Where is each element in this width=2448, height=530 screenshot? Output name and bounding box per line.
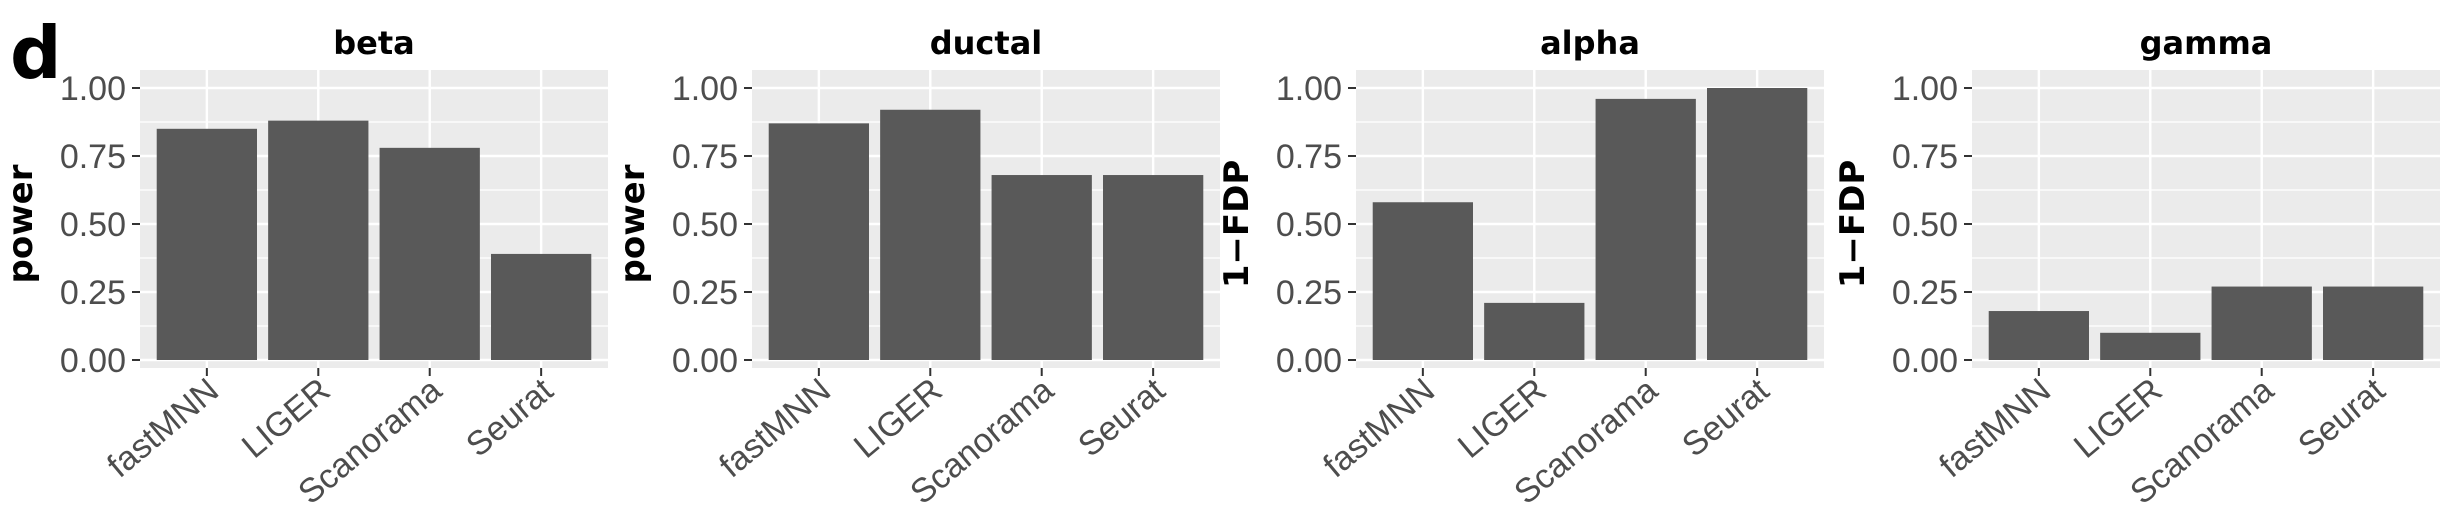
panel-letter: d bbox=[10, 11, 62, 95]
bar-Scanorama bbox=[1595, 98, 1696, 360]
bar-LIGER bbox=[880, 109, 981, 360]
y-tick-label: 1.00 bbox=[672, 70, 738, 108]
y-tick-label: 0.75 bbox=[1276, 138, 1342, 176]
y-axis-label: power bbox=[1, 164, 41, 283]
y-tick-label: 0.75 bbox=[1892, 138, 1958, 176]
x-tick-label: Seurat bbox=[1675, 371, 1777, 465]
y-tick-label: 0.00 bbox=[60, 342, 126, 380]
y-tick-label: 1.00 bbox=[1276, 70, 1342, 108]
bar-Seurat bbox=[491, 253, 592, 360]
bar-LIGER bbox=[2100, 332, 2201, 360]
x-tick-label: Seurat bbox=[459, 371, 561, 465]
y-tick-label: 0.75 bbox=[60, 138, 126, 176]
y-tick-label: 0.25 bbox=[1276, 274, 1342, 312]
bar-Scanorama bbox=[2211, 286, 2312, 360]
y-tick-label: 1.00 bbox=[60, 70, 126, 108]
bar-fastMNN bbox=[1988, 311, 2089, 360]
y-tick-label: 0.25 bbox=[1892, 274, 1958, 312]
x-tick-label: LIGER bbox=[2067, 371, 2170, 466]
y-tick-label: 0.50 bbox=[1892, 206, 1958, 244]
bar-Scanorama bbox=[991, 175, 1092, 360]
x-tick-label: Seurat bbox=[2291, 371, 2393, 465]
x-tick-label: LIGER bbox=[235, 371, 338, 466]
bar-Scanorama bbox=[379, 147, 480, 360]
x-tick-label: LIGER bbox=[1451, 371, 1554, 466]
x-tick-label: fastMNN bbox=[100, 371, 226, 485]
y-tick-label: 0.00 bbox=[672, 342, 738, 380]
y-tick-label: 0.50 bbox=[672, 206, 738, 244]
bar-fastMNN bbox=[1372, 202, 1473, 360]
y-tick-label: 1.00 bbox=[1892, 70, 1958, 108]
chart-title: ductal bbox=[930, 24, 1043, 62]
chart-title: alpha bbox=[1540, 24, 1640, 62]
x-tick-label: fastMNN bbox=[1316, 371, 1442, 485]
y-tick-label: 0.50 bbox=[60, 206, 126, 244]
bar-Seurat bbox=[1707, 88, 1808, 360]
x-tick-label: fastMNN bbox=[1932, 371, 2058, 485]
y-tick-label: 0.25 bbox=[60, 274, 126, 312]
bar-fastMNN bbox=[156, 128, 257, 360]
bar-fastMNN bbox=[768, 123, 869, 360]
x-tick-label: Seurat bbox=[1071, 371, 1173, 465]
x-tick-label: LIGER bbox=[847, 371, 950, 466]
y-tick-label: 0.25 bbox=[672, 274, 738, 312]
y-tick-label: 0.00 bbox=[1276, 342, 1342, 380]
y-tick-label: 0.50 bbox=[1276, 206, 1342, 244]
y-tick-label: 0.00 bbox=[1892, 342, 1958, 380]
chart-title: gamma bbox=[2140, 24, 2273, 62]
bar-Seurat bbox=[2323, 286, 2424, 360]
chart-title: beta bbox=[333, 24, 415, 62]
bar-LIGER bbox=[1484, 302, 1585, 360]
y-axis-label: 1−FDP bbox=[1833, 160, 1873, 289]
y-tick-label: 0.75 bbox=[672, 138, 738, 176]
bar-Seurat bbox=[1103, 175, 1204, 360]
x-tick-label: fastMNN bbox=[712, 371, 838, 485]
bar-LIGER bbox=[268, 120, 369, 360]
y-axis-label: 1−FDP bbox=[1217, 160, 1257, 289]
y-axis-label: power bbox=[613, 164, 653, 283]
